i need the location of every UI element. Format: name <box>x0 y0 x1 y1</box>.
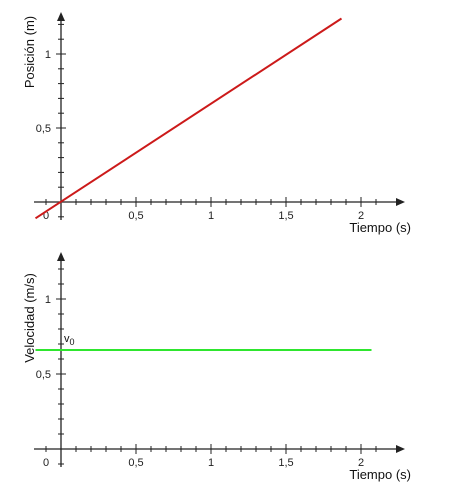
position-y-tick-label: 0,5 <box>36 123 51 135</box>
velocity-x-tick-label: 2 <box>358 457 364 469</box>
position-x-tick-label: 1 <box>208 210 214 222</box>
position-y-arrow <box>57 12 65 21</box>
position-y-tick-label: 1 <box>45 49 51 61</box>
velocity-x-tick-label: 1 <box>208 457 214 469</box>
position-y-axis-title: Posición (m) <box>22 16 37 88</box>
position-x-tick-label: 1,5 <box>278 210 293 222</box>
velocity-y-tick-label: 0,5 <box>36 369 51 381</box>
position-origin-label: 0 <box>43 210 49 222</box>
velocity-origin-label: 0 <box>43 457 49 469</box>
position-x-arrow <box>396 198 405 206</box>
velocity-x-axis-title: Tiempo (s) <box>349 467 411 482</box>
velocity-y-arrow <box>57 252 65 261</box>
position-x-tick-label: 0,5 <box>128 210 143 222</box>
velocity-x-tick-label: 1,5 <box>278 457 293 469</box>
position-chart: 0,5 1 1,5 2 0,5 1 0 Tiempo (s) Posición (m) <box>22 12 411 235</box>
velocity-y-tick-label: 1 <box>45 294 51 306</box>
velocity-x-tick-label: 0,5 <box>128 457 143 469</box>
velocity-x-arrow <box>396 445 405 453</box>
velocity-chart: 0,5 1 1,5 2 0,5 1 0 Tiempo (s) Velocidad (m/s) v0 <box>22 252 411 482</box>
velocity-v0-annotation: v0 <box>64 333 75 347</box>
velocity-y-axis-title: Velocidad (m/s) <box>22 273 37 363</box>
position-x-tick-label: 2 <box>358 210 364 222</box>
position-x-axis-title: Tiempo (s) <box>349 220 411 235</box>
position-series-line <box>34 17 343 220</box>
